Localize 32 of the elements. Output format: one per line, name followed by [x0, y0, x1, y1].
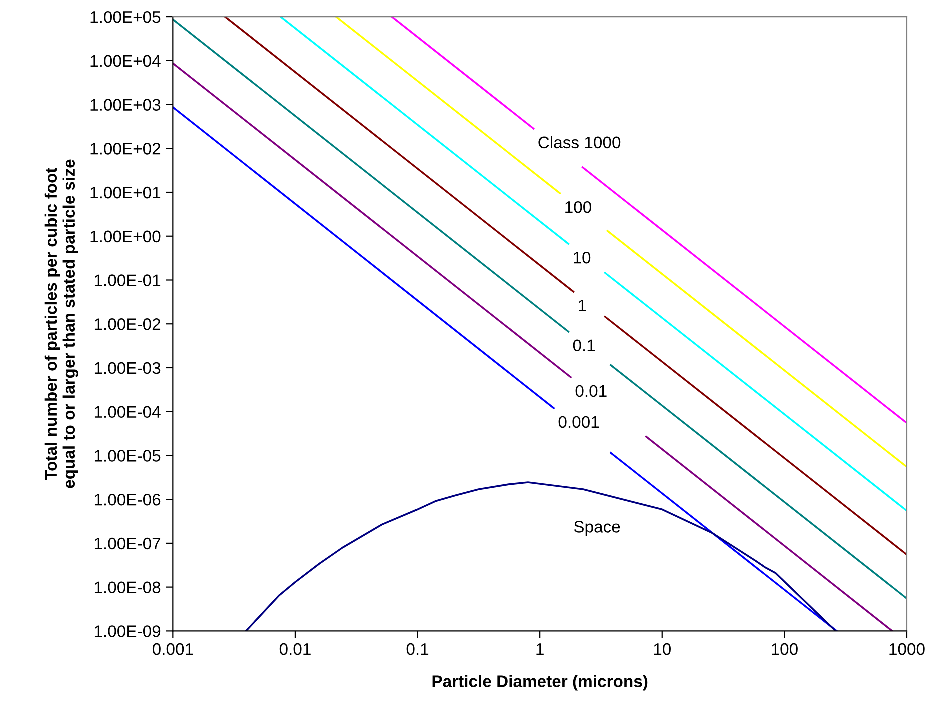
- series-label: 0.01: [576, 385, 607, 398]
- y-tick-label: 1.00E-03: [94, 362, 161, 374]
- x-tick-label: 0.01: [280, 643, 311, 656]
- x-axis-title: Particle Diameter (microns): [432, 675, 648, 691]
- y-tick-label: 1.00E-07: [94, 538, 161, 550]
- series-label: 0.001: [558, 416, 600, 428]
- series-label: 100: [566, 201, 592, 214]
- series-label: Space: [574, 521, 620, 536]
- y-tick-label: 1.00E+01: [90, 186, 161, 199]
- y-tick-label: 1.00E-05: [94, 450, 161, 462]
- y-tick-label: 1.00E-04: [94, 406, 161, 418]
- x-tick-label: 0.001: [152, 643, 194, 656]
- y-tick-label: 1.00E+05: [90, 11, 161, 24]
- x-tick-label: 10: [654, 643, 671, 656]
- y-tick-label: 1.00E+03: [90, 99, 161, 111]
- x-tick-label: 1000: [890, 643, 925, 656]
- series-label: 10: [574, 252, 591, 264]
- y-tick-label: 1.00E-09: [94, 626, 161, 638]
- series-label: 0.1: [573, 340, 596, 352]
- x-tick-label: 1: [536, 644, 544, 656]
- series-label: 1: [579, 300, 586, 312]
- y-tick-label: 1.00E-08: [94, 582, 161, 594]
- y-tick-label: 1.00E+00: [90, 230, 161, 243]
- x-tick-label: 0.1: [406, 643, 429, 656]
- y-tick-label: 1.00E-02: [94, 318, 161, 330]
- y-tick-label: 1.00E+02: [90, 143, 161, 155]
- y-tick-label: 1.00E-01: [94, 274, 161, 286]
- y-tick-label: 1.00E-06: [94, 494, 161, 506]
- series-label: Class 1000: [538, 136, 621, 149]
- y-axis-title: Total number of particles per cubic foot equal to or larger than stated particle size: [44, 160, 78, 488]
- x-tick-label: 100: [772, 643, 798, 656]
- y-tick-label: 1.00E+04: [90, 55, 161, 68]
